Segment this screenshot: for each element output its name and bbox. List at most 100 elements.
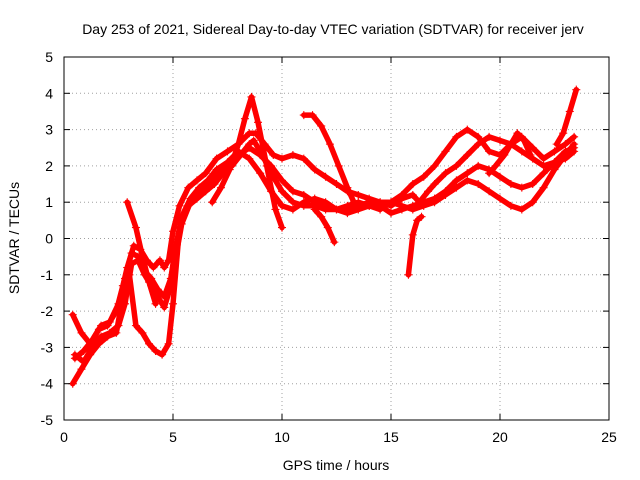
data-point: [463, 169, 472, 178]
data-point: [572, 85, 581, 94]
data-point: [413, 216, 422, 225]
data-point: [408, 180, 417, 189]
data-point: [169, 299, 177, 308]
series-trace: [311, 206, 338, 245]
data-point: [225, 165, 234, 174]
data-point: [463, 176, 472, 185]
data-point: [160, 292, 169, 301]
data-point: [317, 212, 326, 221]
data-point: [175, 223, 184, 232]
data-point: [103, 332, 112, 341]
data-point: [310, 194, 319, 203]
data-point: [559, 129, 568, 138]
data-point: [210, 180, 219, 189]
data-point: [539, 169, 548, 178]
data-point: [195, 183, 204, 192]
series-track-d: [68, 125, 579, 388]
series-trace: [69, 126, 577, 387]
data-point: [565, 107, 574, 116]
data-point: [408, 230, 417, 239]
data-point: [216, 183, 225, 192]
data-point: [474, 161, 483, 170]
data-point: [288, 151, 297, 160]
data-point: [127, 249, 136, 258]
data-point: [376, 198, 385, 207]
data-point: [269, 151, 278, 160]
axis-ticks: [63, 56, 610, 421]
data-point: [354, 205, 363, 214]
data-point: [129, 241, 138, 250]
data-point: [491, 161, 500, 170]
data-point: [321, 172, 330, 181]
data-point: [88, 336, 97, 345]
data-point: [519, 136, 528, 145]
data-point: [184, 201, 193, 210]
series-track-j: [552, 85, 581, 149]
data-point: [131, 321, 140, 330]
data-point: [330, 238, 339, 247]
data-point: [160, 303, 169, 312]
series-track-f: [299, 111, 358, 207]
data-point: [151, 299, 160, 308]
data-point: [500, 151, 509, 160]
data-point: [474, 132, 483, 141]
x-tick-labels: 0 5 10 15 20 25: [60, 429, 617, 445]
data-point: [485, 147, 494, 156]
data-point: [299, 190, 308, 199]
data-point: [94, 339, 103, 348]
gridlines: [64, 57, 609, 420]
data-point: [343, 201, 352, 210]
series-track-e: [208, 92, 286, 232]
data-point: [288, 205, 297, 214]
data-point: [278, 154, 286, 163]
data-point: [570, 140, 579, 149]
data-point: [138, 252, 147, 261]
data-point: [323, 223, 332, 232]
data-point: [288, 187, 297, 196]
data-point: [112, 328, 121, 337]
y-tick-label: 4: [45, 85, 53, 101]
x-tick-label: 15: [383, 429, 399, 445]
data-point: [236, 151, 245, 160]
data-point: [561, 151, 570, 160]
series-track-h: [404, 212, 426, 279]
data-point: [245, 140, 254, 149]
x-tick-label: 5: [169, 429, 177, 445]
data-point: [485, 169, 494, 178]
data-point: [131, 223, 140, 232]
data-point: [149, 263, 158, 272]
data-point: [430, 198, 439, 207]
data-point: [539, 183, 548, 192]
y-tick-label: 2: [45, 158, 53, 174]
chart-title: Day 253 of 2021, Sidereal Day-to-day VTE…: [82, 21, 584, 37]
data-point: [550, 147, 559, 156]
data-point: [441, 147, 450, 156]
data-point: [164, 339, 173, 348]
data-point: [271, 205, 280, 214]
data-point: [517, 205, 526, 214]
data-point: [343, 209, 352, 218]
data-point: [169, 227, 177, 236]
data-point: [77, 328, 86, 337]
data-point: [334, 161, 343, 170]
data-point: [365, 201, 374, 210]
data-point: [332, 180, 341, 189]
data-point: [325, 140, 334, 149]
data-point: [321, 198, 330, 207]
series-trace: [72, 145, 577, 365]
data-point: [145, 339, 154, 348]
data-point: [539, 161, 548, 170]
series-track-k: [310, 205, 339, 247]
data-point: [192, 194, 201, 203]
data-point: [223, 147, 232, 156]
series-trace: [209, 94, 285, 231]
x-tick-label: 10: [274, 429, 290, 445]
data-point: [387, 209, 395, 218]
data-series: [68, 85, 581, 388]
y-tick-label: -4: [41, 376, 54, 392]
data-point: [506, 201, 515, 210]
data-point: [506, 180, 515, 189]
data-point: [201, 169, 210, 178]
data-point: [452, 161, 461, 170]
data-point: [513, 129, 522, 138]
